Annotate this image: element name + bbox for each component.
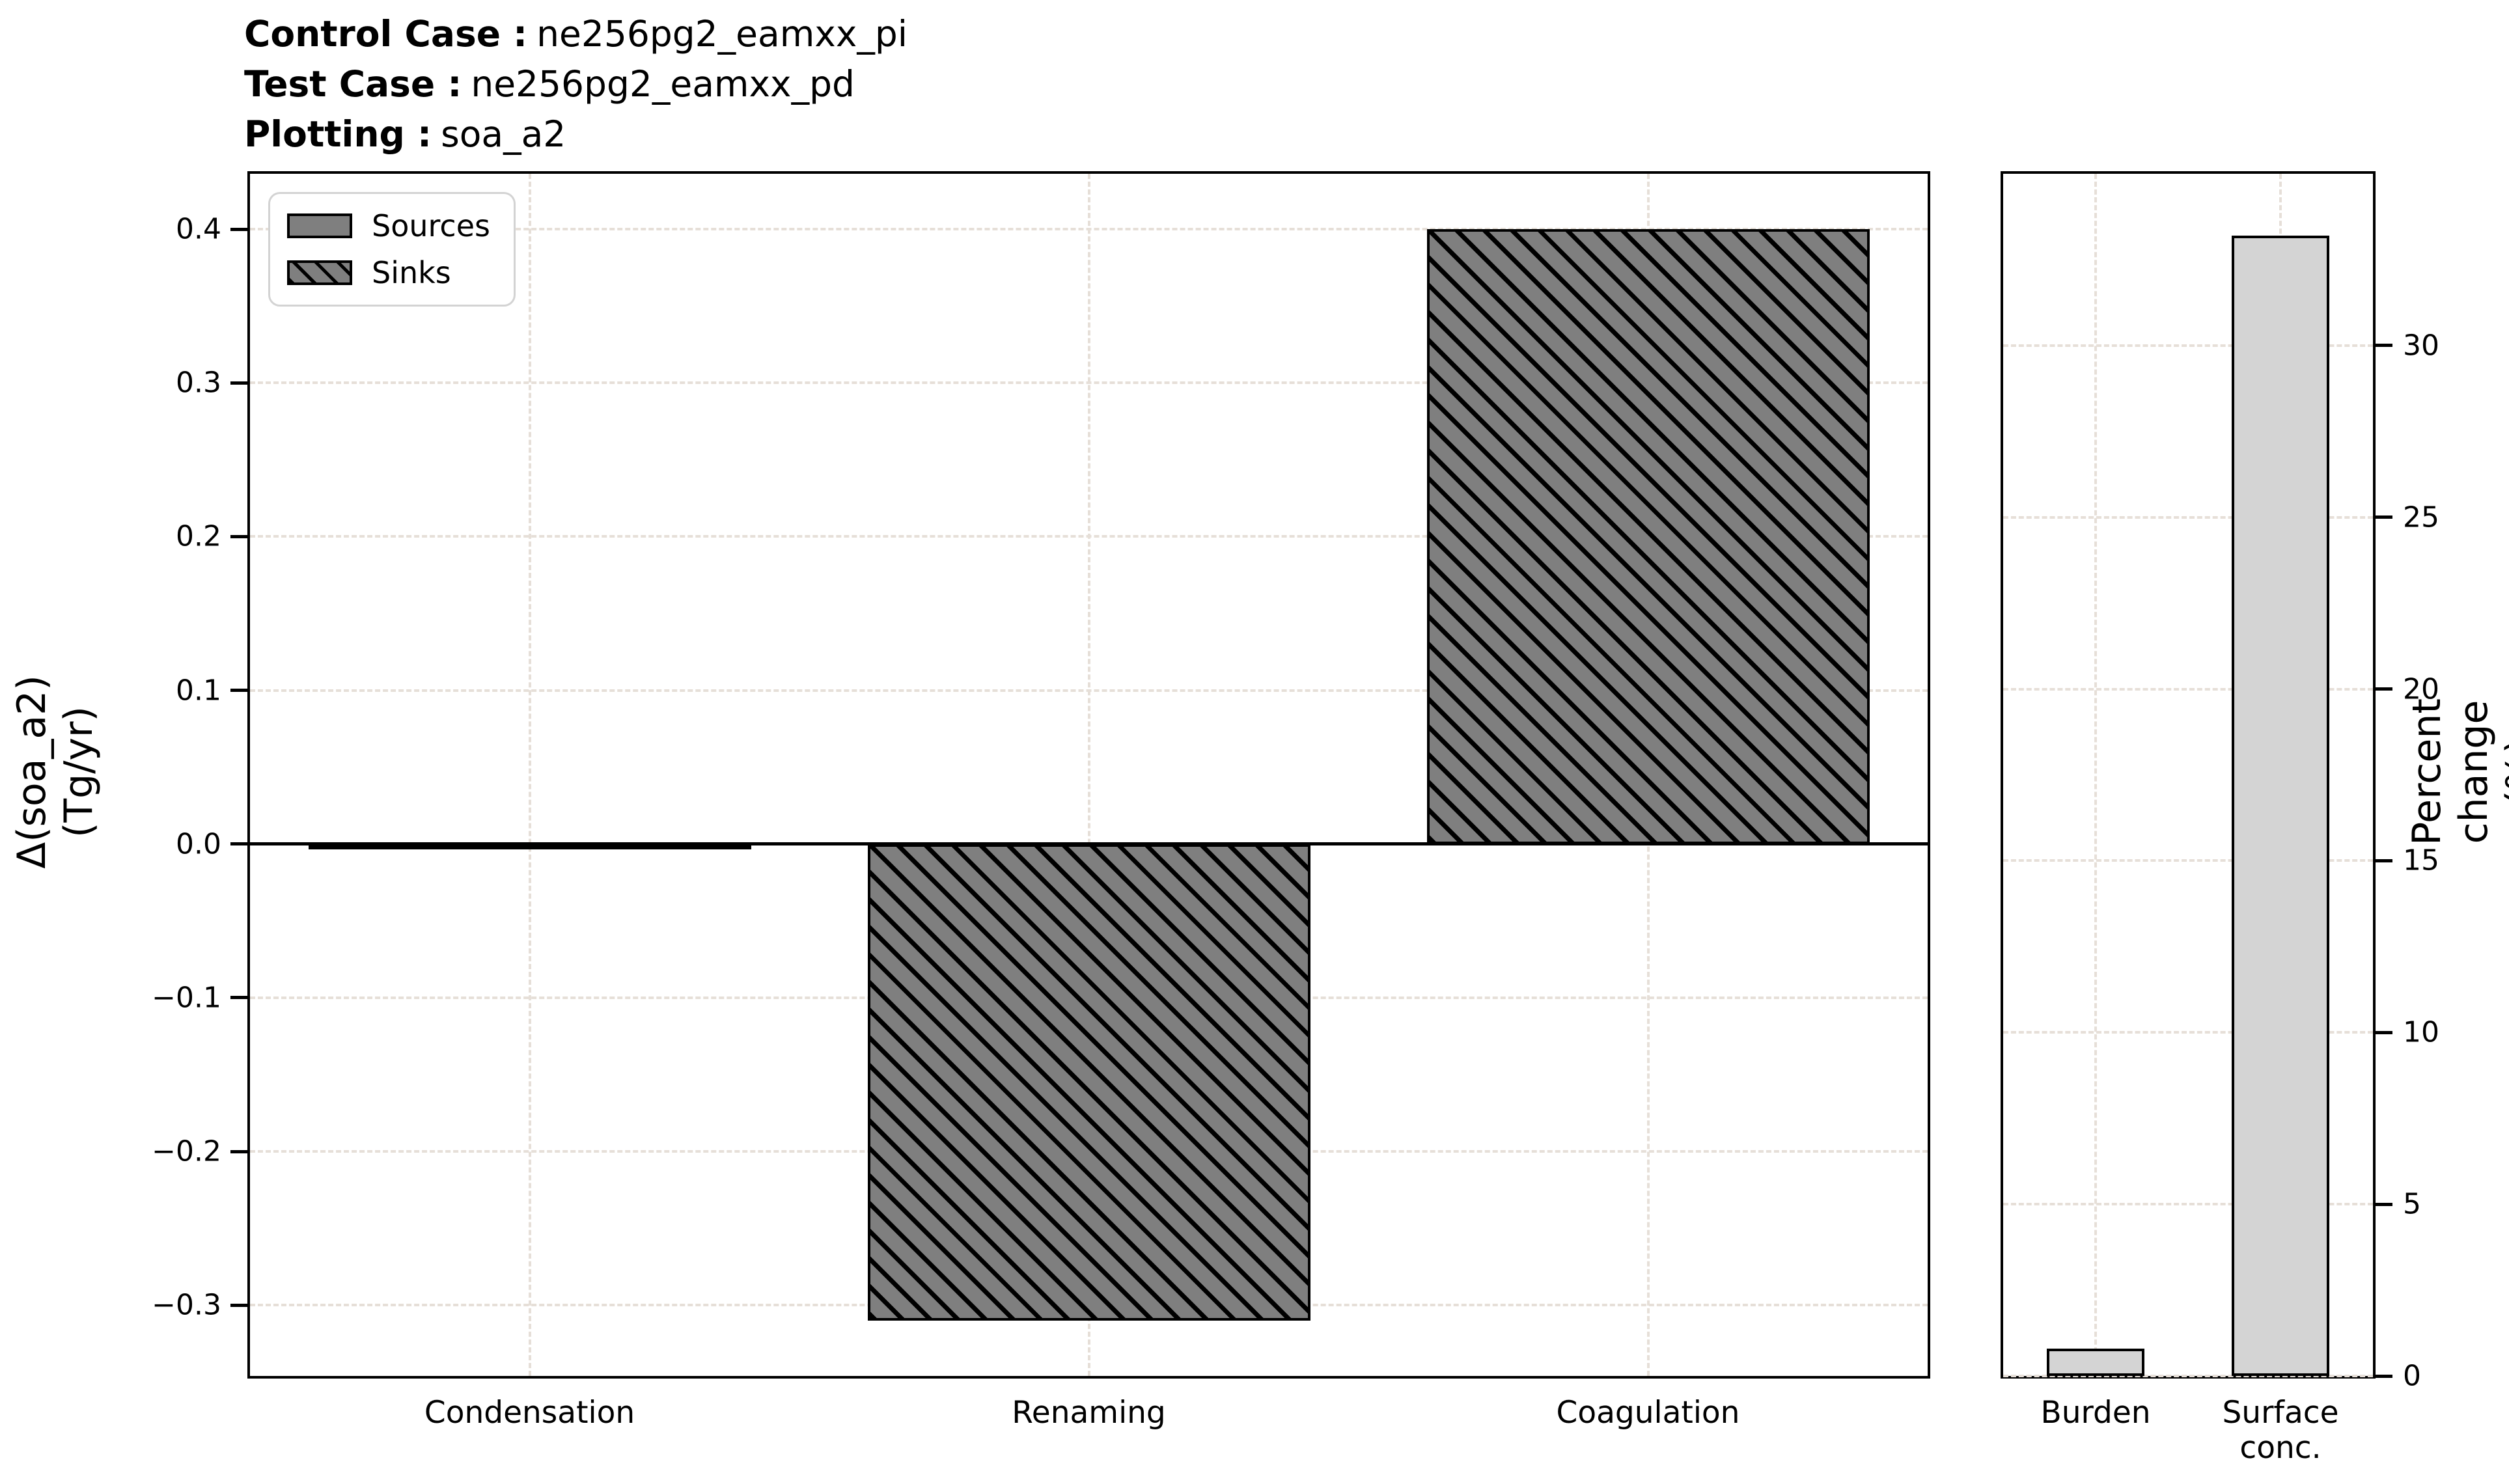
y-tick-mark xyxy=(230,381,247,385)
h-gridline xyxy=(2003,1203,2373,1206)
h-gridline xyxy=(2003,1375,2373,1377)
y-tick-label: 30 xyxy=(2403,329,2439,363)
test-case-value: ne256pg2_eamxx_pd xyxy=(471,63,855,105)
solid-swatch-icon xyxy=(287,213,352,238)
hatched-swatch-icon xyxy=(287,260,352,285)
legend-label: Sources xyxy=(372,208,490,243)
y-tick-label: 0.3 xyxy=(176,366,221,400)
y-tick-label: 0.4 xyxy=(176,212,221,246)
delta-bar-plot-area: 0.4 0.3 0.2 0.1 0.0 −0.1 −0.2 −0.3 Condensation R… xyxy=(152,171,1930,1431)
y-tick-mark xyxy=(2376,859,2392,862)
test-case-label: Test Case : xyxy=(244,63,462,105)
y-tick-label: 10 xyxy=(2403,1015,2439,1049)
test-case-line: Test Case : ne256pg2_eamxx_pd xyxy=(244,59,908,109)
y-tick-label: −0.3 xyxy=(152,1288,221,1322)
y-tick-label: −0.2 xyxy=(152,1134,221,1168)
y-tick-mark xyxy=(2376,515,2392,519)
right-y-axis-title: Percent change (%) xyxy=(2404,698,2509,845)
legend-item-sinks: Sinks xyxy=(287,255,490,290)
header: Control Case : ne256pg2_eamxx_pi Test Cas… xyxy=(244,9,908,159)
percent-change-plot-area: 0 5 10 15 20 25 30 Burden Surface conc. xyxy=(2001,171,2439,1466)
legend-label: Sinks xyxy=(372,255,451,290)
y-tick-mark xyxy=(2376,1030,2392,1034)
x-category-label: Coagulation xyxy=(1556,1395,1740,1431)
y-tick-label: 0 xyxy=(2403,1359,2421,1393)
plotting-value: soa_a2 xyxy=(441,113,566,155)
plotting-line: Plotting : soa_a2 xyxy=(244,109,908,159)
legend-item-sources: Sources xyxy=(287,208,490,243)
y-tick-label: 0.1 xyxy=(176,674,221,708)
y-tick-label: 0.2 xyxy=(176,519,221,553)
legend: Sources Sinks xyxy=(268,192,516,307)
y-tick-mark xyxy=(230,689,247,693)
left-y-axis-title: Δ(soa_a2) (Tg/yr) xyxy=(9,675,102,869)
h-gridline xyxy=(2003,1031,2373,1034)
control-case-label: Control Case : xyxy=(244,13,528,55)
y-tick-mark xyxy=(230,842,247,846)
y-tick-mark xyxy=(230,534,247,538)
control-case-line: Control Case : ne256pg2_eamxx_pi xyxy=(244,9,908,59)
y-tick-label: 20 xyxy=(2403,672,2439,706)
y-tick-mark xyxy=(2376,1374,2392,1378)
bar-renaming xyxy=(867,844,1310,1321)
y-tick-label: 0.0 xyxy=(176,827,221,861)
y-tick-mark xyxy=(230,1303,247,1307)
y-tick-label: 15 xyxy=(2403,844,2439,877)
x-category-label: Renaming xyxy=(1012,1395,1166,1431)
h-gridline xyxy=(2003,344,2373,347)
x-category-label: Burden xyxy=(2040,1395,2151,1431)
bar-coagulation xyxy=(1426,229,1870,844)
y-tick-mark xyxy=(2376,1202,2392,1206)
y-tick-label: 5 xyxy=(2403,1187,2421,1221)
v-gridline xyxy=(2094,174,2097,1376)
y-tick-mark xyxy=(2376,344,2392,348)
h-gridline xyxy=(2003,515,2373,519)
zero-line xyxy=(250,842,1928,846)
y-tick-label: −0.1 xyxy=(152,981,221,1015)
plotting-label: Plotting : xyxy=(244,113,432,155)
bar-burden xyxy=(2047,1348,2144,1376)
bar-surface-conc. xyxy=(2232,235,2329,1376)
h-gridline xyxy=(2003,859,2373,862)
y-tick-mark xyxy=(2376,687,2392,691)
v-gridline xyxy=(528,174,531,1376)
x-category-label: Surface conc. xyxy=(2222,1395,2339,1466)
y-tick-mark xyxy=(230,227,247,231)
v-gridline xyxy=(1087,174,1090,1376)
y-tick-mark xyxy=(230,1149,247,1153)
x-category-label: Condensation xyxy=(424,1395,635,1431)
y-tick-mark xyxy=(230,996,247,1000)
control-case-value: ne256pg2_eamxx_pi xyxy=(536,13,908,55)
y-tick-label: 25 xyxy=(2403,501,2439,534)
h-gridline xyxy=(2003,687,2373,691)
